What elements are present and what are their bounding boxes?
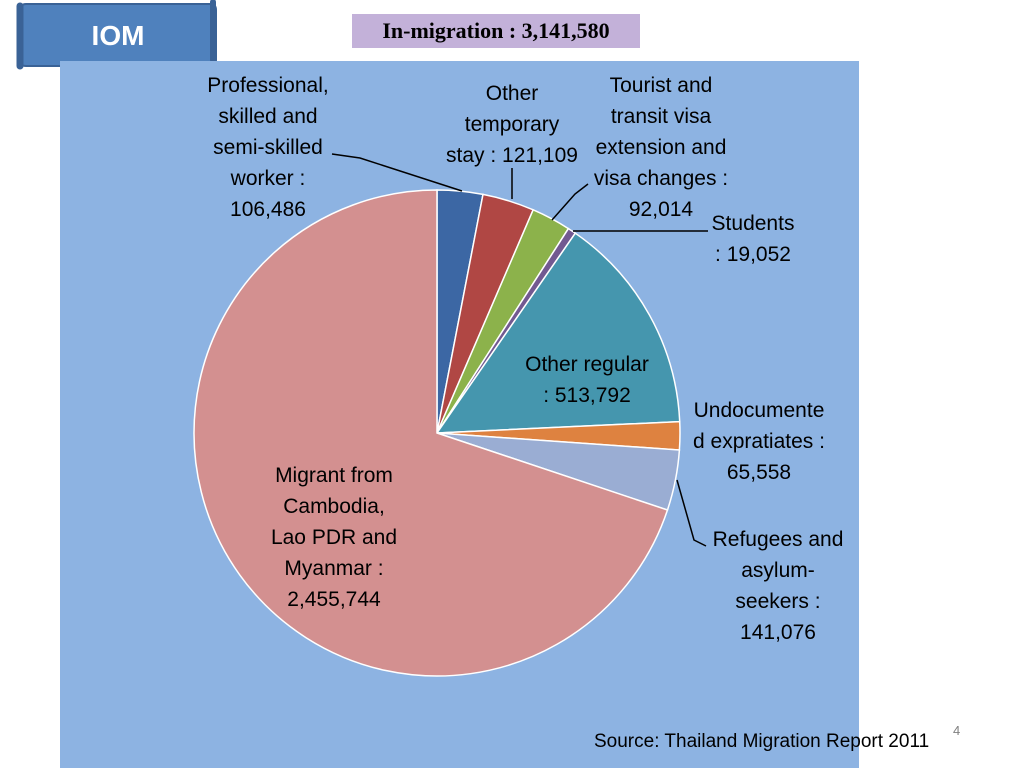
pie-slices <box>194 190 680 676</box>
slice-label: Other temporary stay : 121,109 <box>446 82 578 167</box>
slice-label: Undocumente d expratiates :65,558 <box>693 399 825 484</box>
page-number: 4 <box>953 723 960 738</box>
slice-label: Students: 19,052 <box>712 212 795 266</box>
leader-line <box>332 154 462 191</box>
leader-line <box>677 480 706 546</box>
source-note: Source: Thailand Migration Report 2011 <box>594 731 929 753</box>
slice-label: Professional, skilled and semi-skilled work… <box>207 74 328 221</box>
slice-label: Tourist and transit visa extension and visa… <box>594 74 728 221</box>
slice-label: Refugees and asylum-seekers :141,076 <box>713 528 844 644</box>
leader-line <box>552 184 588 220</box>
slice-label: Migrant from Cambodia, Lao PDR and Myanmar … <box>271 464 397 611</box>
